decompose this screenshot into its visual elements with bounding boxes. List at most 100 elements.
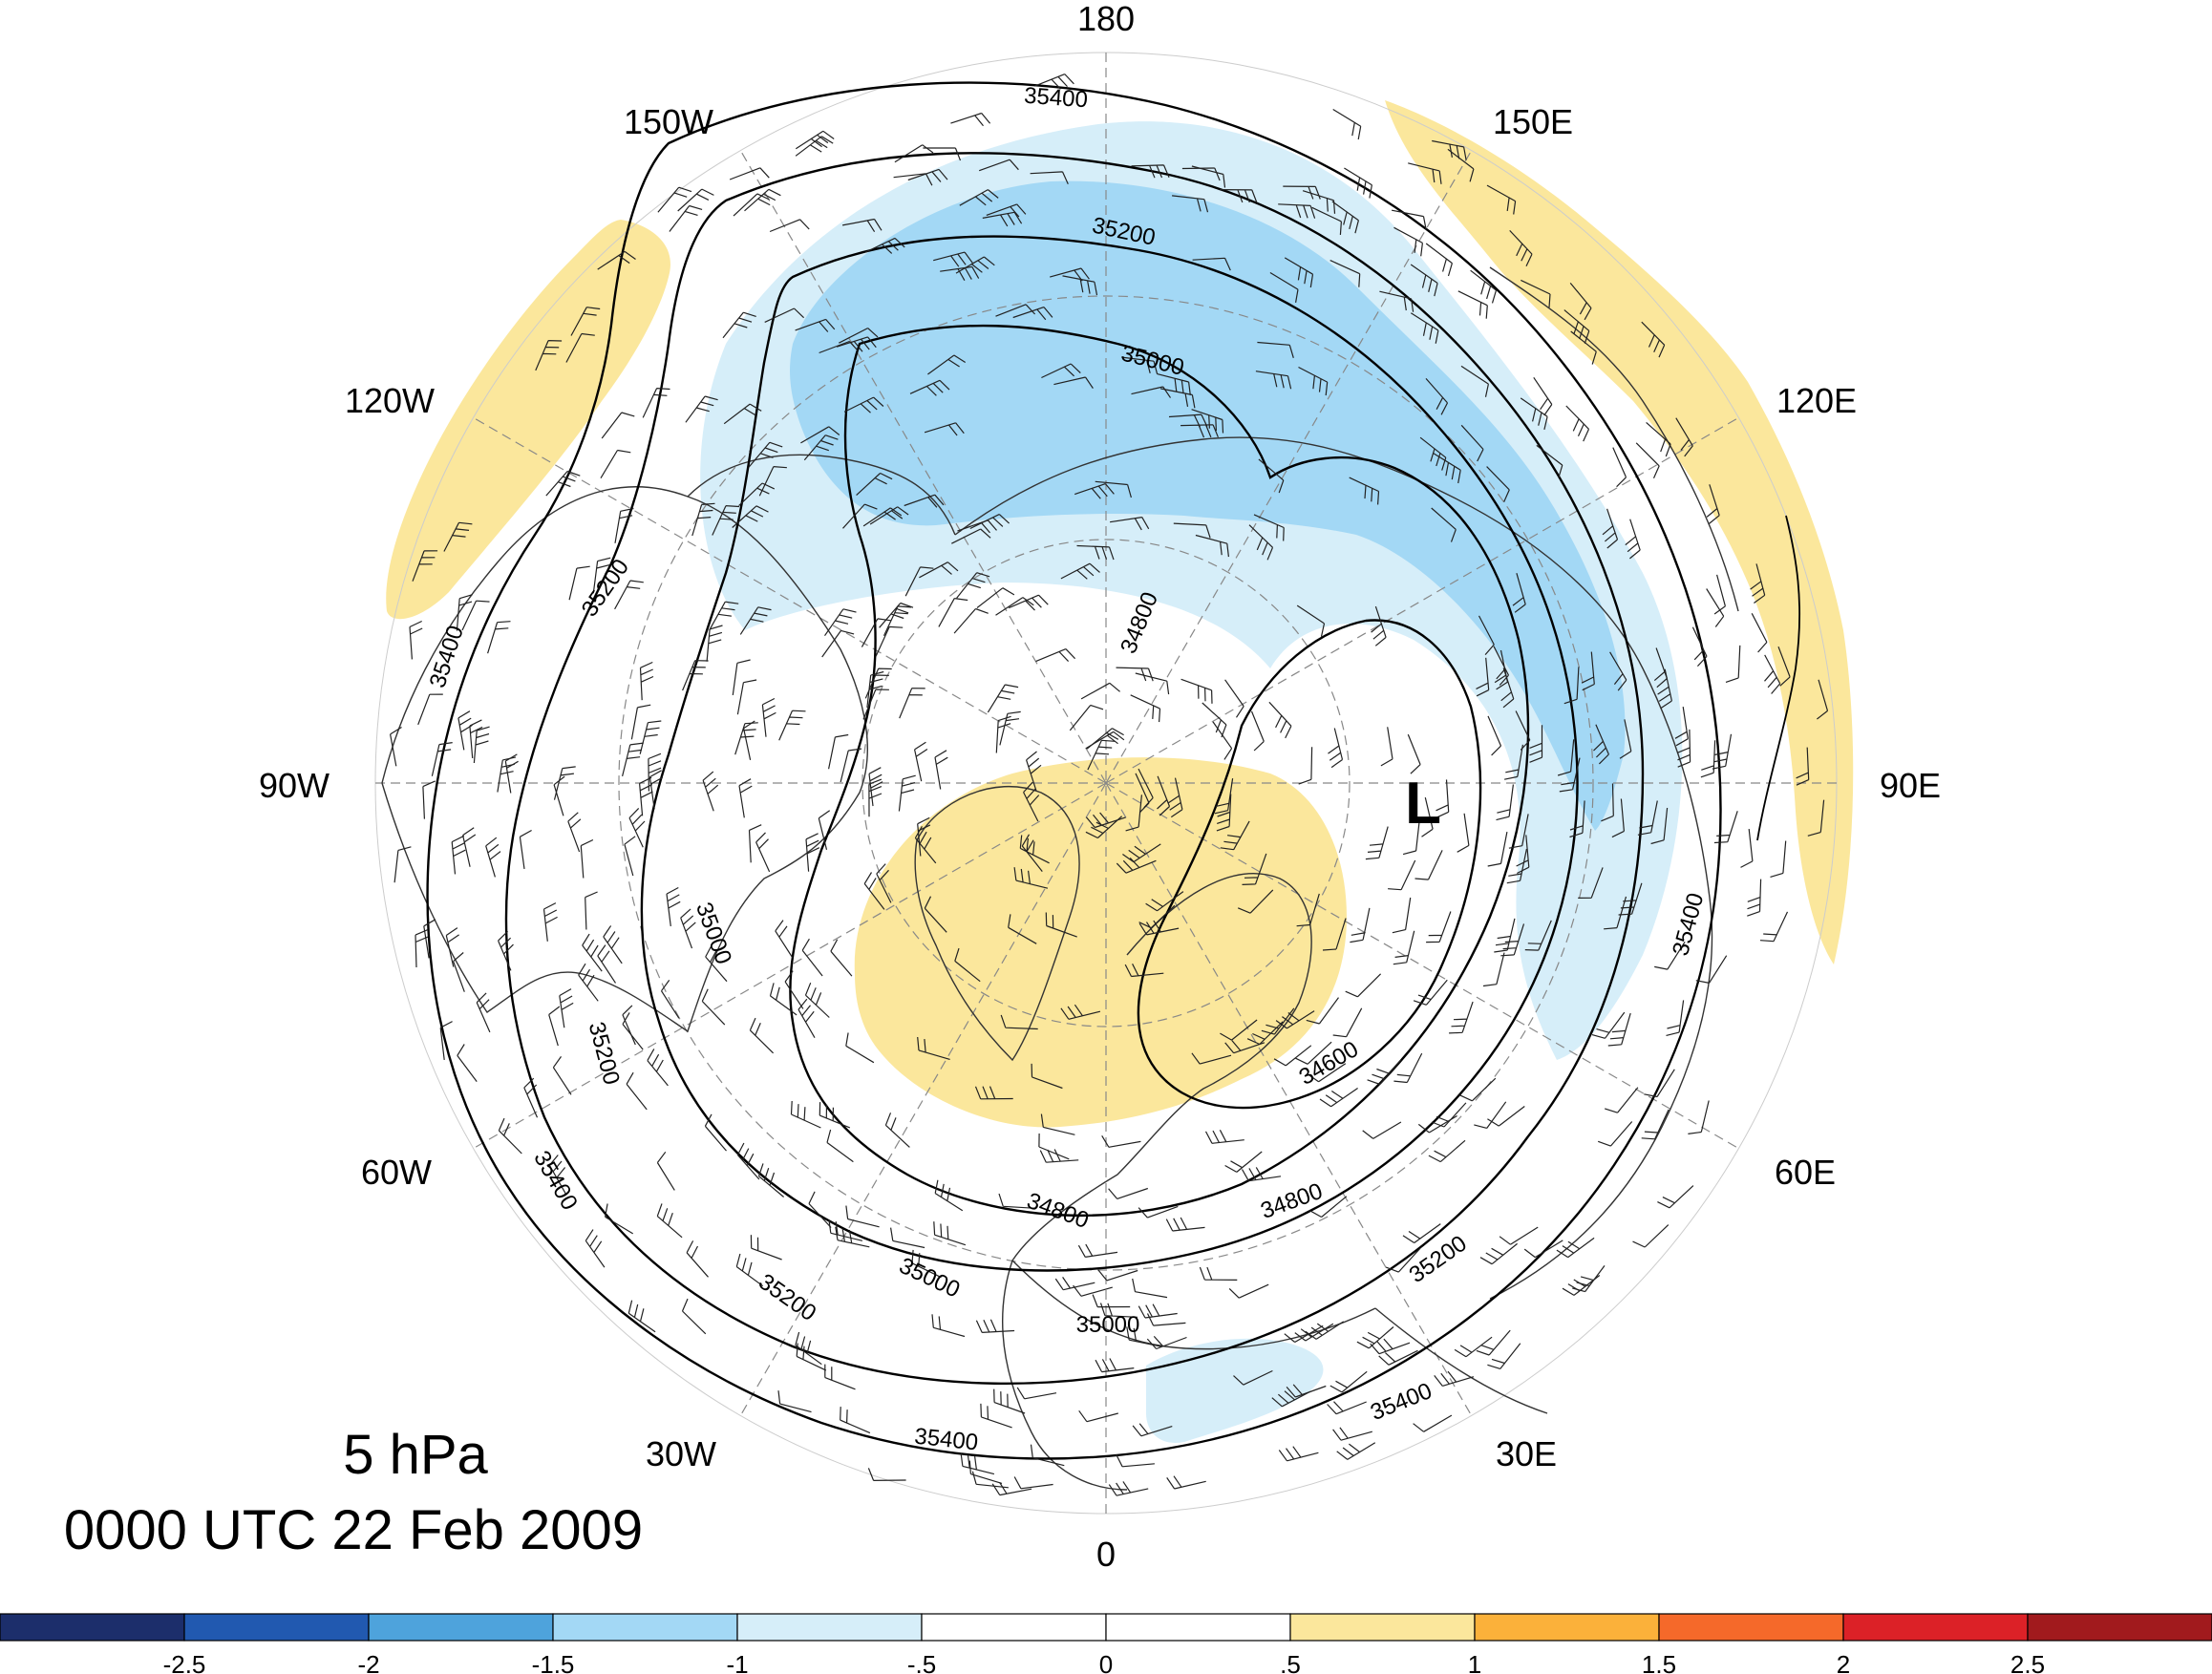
wind-barb [1344, 167, 1372, 199]
wind-barb [1331, 201, 1359, 234]
wind-barb [1220, 820, 1250, 851]
colorbar: -2.5 -2 -1.5 -1 -.5 0 .5 1 1.5 2 2.5 [0, 1613, 2212, 1674]
wind-barb [1410, 264, 1438, 297]
wind-barb [1008, 914, 1037, 944]
wind-barb [758, 466, 787, 497]
wind-barb [1305, 1321, 1345, 1340]
wind-barb [1336, 1442, 1376, 1460]
wind-barb [1166, 1475, 1206, 1490]
wind-barb [542, 902, 558, 942]
colorbar-swatch [1842, 1613, 2029, 1642]
wind-barb [931, 1314, 966, 1338]
wind-barb [473, 726, 490, 764]
wind-barb [1367, 1059, 1402, 1086]
wind-barb [677, 188, 714, 212]
wind-barb [1691, 626, 1708, 667]
wind-barb [1031, 1063, 1063, 1090]
wind-barb [1021, 834, 1043, 872]
wind-barb [764, 307, 805, 323]
wind-barb [1425, 378, 1449, 415]
wind-barb [585, 1229, 606, 1268]
wind-barb [498, 930, 514, 971]
wind-barb [1332, 1007, 1363, 1038]
colorbar-tick-label: -.5 [907, 1650, 936, 1674]
wind-barb [898, 774, 916, 812]
wind-barb [1172, 195, 1209, 213]
wind-barb [1191, 165, 1226, 188]
wind-barb [519, 829, 532, 869]
wind-barb [1138, 904, 1176, 929]
wind-barb [1073, 1284, 1113, 1297]
wind-barb [639, 776, 653, 816]
wind-barb [578, 963, 599, 1002]
wind-barb [1494, 918, 1516, 953]
wind-barb [548, 1155, 566, 1195]
wind-barb [911, 1249, 942, 1279]
wind-barb [914, 826, 937, 864]
low-pressure-marker: L [1405, 771, 1441, 837]
wind-barb [1241, 1167, 1282, 1182]
wind-barb [842, 503, 878, 529]
wind-barb [649, 770, 663, 810]
wind-barb [1425, 243, 1453, 277]
wind-barb [1508, 814, 1529, 849]
wind-barb [1054, 1277, 1095, 1291]
wind-barb [1695, 955, 1728, 984]
wind-barb [868, 778, 883, 817]
wind-barb [890, 1227, 925, 1249]
colorbar-tick-label: 1 [1468, 1650, 1481, 1674]
wind-barb [1563, 309, 1590, 344]
wind-barb [1476, 657, 1490, 697]
wind-barb [628, 807, 646, 848]
wind-barb [974, 1086, 1013, 1100]
wind-barb [706, 625, 723, 662]
wind-barb [1307, 1063, 1347, 1083]
wind-barb [750, 1235, 782, 1261]
wind-barb [485, 837, 501, 878]
wind-barb [1138, 1205, 1179, 1218]
wind-barb [1770, 840, 1787, 878]
wind-barb [642, 388, 670, 418]
wind-barb [669, 204, 703, 232]
wind-barb [1126, 1326, 1161, 1347]
wind-barb [1759, 911, 1789, 943]
colorbar-swatch [1289, 1613, 1476, 1642]
wind-barb [732, 659, 751, 695]
wind-barb [1180, 424, 1219, 438]
wind-barb [1644, 1069, 1675, 1098]
lon-label-180: 180 [1077, 0, 1135, 38]
wind-barb [603, 925, 623, 964]
wind-barb [856, 472, 893, 497]
wind-barb [1255, 371, 1292, 390]
wind-barb [1402, 1223, 1441, 1244]
wind-barb [869, 506, 909, 525]
wind-barb [639, 661, 654, 701]
pressure-level-title: 5 hPa [343, 1424, 488, 1486]
contour-label: 35400 [528, 1147, 583, 1215]
wind-barb [457, 1044, 478, 1082]
wind-barb [917, 1036, 950, 1060]
wind-barb [1478, 615, 1495, 655]
wind-barb [423, 919, 436, 959]
wind-barb [1601, 783, 1614, 822]
colorbar-tick-label: 0 [1099, 1650, 1113, 1674]
wind-barb [819, 1102, 851, 1129]
wind-barb [461, 600, 490, 631]
wind-barb [933, 1221, 967, 1246]
wind-barb [1460, 365, 1489, 397]
wind-barb [1602, 508, 1619, 549]
wind-barb [1204, 1130, 1244, 1144]
wind-barb [1284, 1324, 1324, 1344]
wind-barb [1371, 605, 1387, 646]
wind-barb [685, 395, 718, 423]
wind-barb [1253, 514, 1285, 541]
wind-barb [1515, 710, 1531, 751]
wind-barb [995, 597, 1034, 616]
wind-barb [1725, 645, 1741, 683]
wind-barb [567, 812, 582, 853]
wind-barb [1074, 483, 1115, 499]
shading-yellow-pacific-e [1385, 100, 1854, 964]
wind-barb [1165, 1217, 1205, 1232]
wind-barb [1116, 857, 1157, 874]
colorbar-tick-label: 2.5 [2010, 1650, 2045, 1674]
